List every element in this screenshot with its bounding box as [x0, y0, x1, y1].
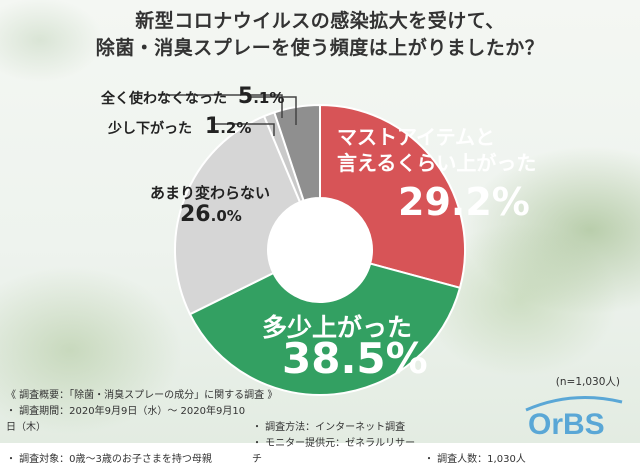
logo-text: OrBS — [528, 408, 605, 441]
leader-line-s4 — [215, 123, 275, 136]
donut-hole — [268, 198, 372, 302]
survey-monitor: ・ モニター提供元：ゼネラルリサーチ — [252, 438, 416, 465]
leader-line-s5 — [158, 94, 283, 118]
survey-method: ・ 調査方法：インターネット調査 — [252, 422, 406, 433]
slice-value-unchanged-dec: .0% — [210, 207, 242, 225]
slice-label-stopped-text: 全く使わなくなった — [101, 91, 227, 107]
slice-value-slightly-down-dec: .2% — [220, 119, 252, 137]
slice-value-somewhat-up: 38.5% — [282, 334, 428, 383]
slice-label-slightly-down: 少し下がった 1.2% — [108, 114, 251, 139]
slice-label-must-item-line1: マストアイテムと — [337, 125, 495, 149]
slice-value-stopped-int: 5 — [237, 84, 254, 109]
logo-swoosh-icon — [525, 396, 623, 412]
survey-count: ・ 調査人数：1,030人 — [424, 454, 526, 465]
slice-label-unchanged: あまり変わらない — [150, 184, 271, 202]
orbs-logo: OrBS — [522, 394, 626, 441]
slice-label-must-item-line2: 言えるくらい上がった — [337, 151, 537, 175]
slice-value-unchanged: 26.0% — [180, 202, 242, 227]
sample-size: (n=1,030人) — [555, 376, 620, 388]
survey-target: ・ 調査対象：0歳～3歳のお子さまを持つ母親 — [6, 454, 212, 465]
slice-label-must-item: マストアイテムと 言えるくらい上がった — [337, 124, 536, 176]
slice-value-stopped-dec: .1% — [253, 89, 285, 107]
slice-label-slightly-down-text: 少し下がった — [108, 121, 192, 137]
slice-value-slightly-down-int: 1 — [204, 114, 221, 139]
slice-value-must-item: 29.2% — [398, 180, 530, 224]
survey-overview: 《 調査概要：「除菌・消臭スプレーの成分」に関する調査 》 — [6, 390, 278, 401]
leader-line-s5-b — [250, 96, 297, 125]
slice-label-somewhat-up: 多少上がった — [262, 313, 413, 342]
chart-title-line2: 除菌・消臭スプレーを使う頻度は上がりましたか？ — [95, 37, 545, 59]
donut-chart — [158, 94, 466, 396]
slice-value-unchanged-int: 26 — [180, 202, 211, 227]
chart-title-line1: 新型コロナウイルスの感染拡大を受けて、 — [135, 10, 505, 32]
slice-label-stopped: 全く使わなくなった 5.1% — [101, 84, 284, 109]
survey-period: ・ 調査期間：2020年9月9日（水）～ 2020年9月10日（木） — [6, 406, 246, 433]
survey-notes: 《 調査概要：「除菌・消臭スプレーの成分」に関する調査 》 ・ 調査期間：202… — [6, 388, 526, 468]
